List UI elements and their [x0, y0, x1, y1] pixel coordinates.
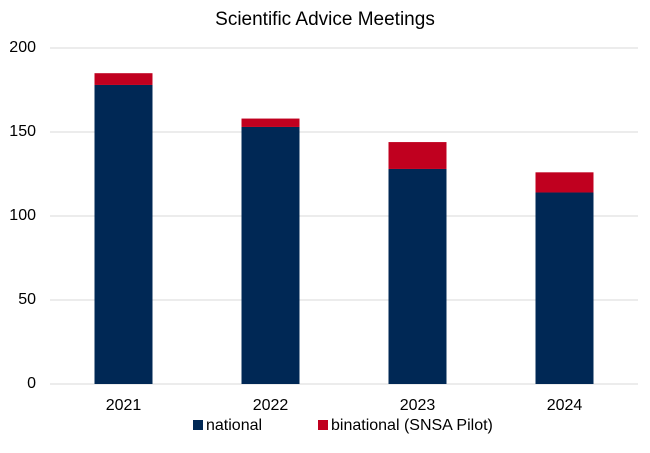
legend-label: binational (SNSA Pilot) [331, 417, 493, 434]
chart-title: Scientific Advice Meetings [215, 9, 435, 30]
bar-segment [241, 118, 300, 127]
bar-segment [241, 126, 300, 385]
legend-label: national [206, 417, 262, 434]
x-tick-label: 2023 [400, 397, 436, 414]
legend-swatch [193, 420, 203, 430]
bar-segment [388, 168, 447, 384]
legend-swatch [318, 420, 328, 430]
y-tick-label: 100 [9, 207, 36, 224]
bar-segment [94, 84, 153, 385]
y-tick-label: 0 [27, 375, 36, 392]
x-tick-label: 2021 [106, 397, 142, 414]
y-tick-label: 150 [9, 123, 36, 140]
bar-segment [535, 192, 594, 384]
x-tick-label: 2024 [547, 397, 583, 414]
bar-segment [388, 142, 447, 169]
bar-segment [535, 172, 594, 193]
y-tick-label: 50 [18, 291, 36, 308]
x-tick-label: 2022 [253, 397, 289, 414]
bar-segment [94, 73, 153, 85]
y-tick-label: 200 [9, 39, 36, 56]
